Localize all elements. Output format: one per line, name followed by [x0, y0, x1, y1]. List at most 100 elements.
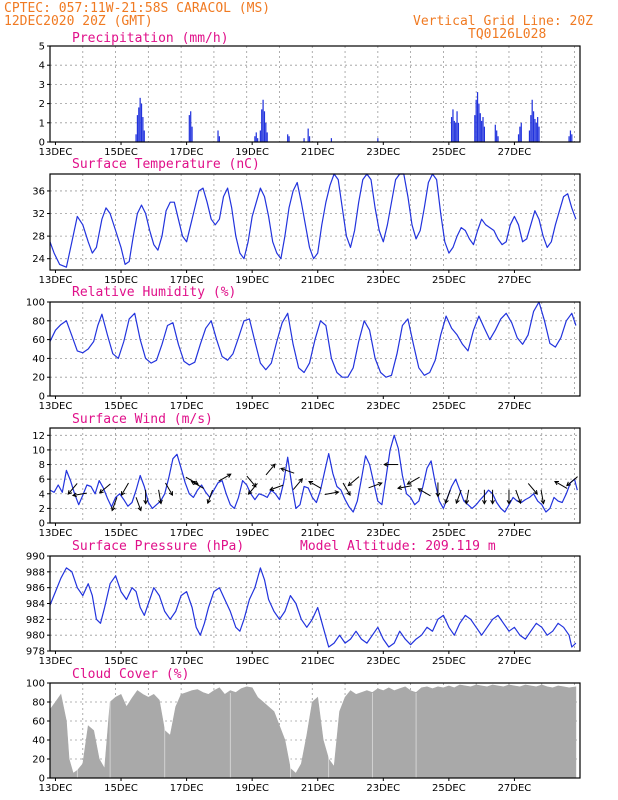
- wind-arrow-shaft: [418, 488, 431, 497]
- x-tick-label: 27DEC: [498, 275, 532, 286]
- wind-arrow: [347, 476, 360, 487]
- precip-bar: [494, 124, 496, 142]
- wind-arrow: [383, 462, 399, 467]
- wind-arrow-shaft: [465, 489, 470, 504]
- wind-arrow-head: [71, 492, 77, 498]
- x-tick-label: 25DEC: [432, 401, 466, 412]
- precip-bar: [569, 130, 572, 142]
- wind-arrow: [292, 478, 303, 490]
- wind-arrow-head: [67, 490, 73, 495]
- wind-arrow: [406, 476, 420, 485]
- y-tick-label: 36: [32, 186, 45, 197]
- wind-arrow-shaft: [368, 482, 382, 489]
- precip-bar: [453, 120, 455, 142]
- y-tick-label: 60: [32, 335, 45, 346]
- wind-arrow: [206, 489, 214, 505]
- x-tick-label: 27DEC: [498, 528, 532, 539]
- precip-bars: [135, 92, 573, 142]
- wind-arrow-shaft: [455, 489, 462, 504]
- precip-bar: [531, 99, 533, 142]
- y-tick-label: 5: [39, 42, 45, 53]
- x-tick-label: 25DEC: [432, 275, 466, 286]
- wind-arrow-shaft: [218, 473, 232, 482]
- wind-arrow: [280, 467, 295, 474]
- wind-arrow-head: [464, 499, 470, 505]
- wind-arrow-shaft: [111, 497, 118, 511]
- series-line: [49, 173, 577, 268]
- vertical-grid-note: Vertical Grid Line: 20Z: [413, 14, 593, 29]
- wind-arrow-shaft: [554, 481, 568, 489]
- wind-arrow: [490, 489, 495, 505]
- y-tick-label: 978: [26, 647, 45, 658]
- wind-arrow: [368, 481, 383, 489]
- precip-bar: [262, 99, 264, 142]
- precip-bar: [140, 103, 143, 142]
- wind-arrow-head: [482, 500, 487, 505]
- precip-bar: [308, 136, 311, 142]
- precip-bar: [456, 111, 458, 142]
- wind-arrow-shaft: [342, 482, 351, 496]
- humidity-plot: 0 20 40 60 80 100 13DEC 15DEC 17DEC 19DEC 21DEC 23D…: [26, 298, 581, 412]
- precip-bar: [482, 117, 484, 142]
- wind-arrow-shaft: [67, 483, 78, 495]
- y-tick-label: 8: [39, 460, 45, 471]
- precip-bar: [496, 130, 498, 142]
- wind-arrow-shaft: [165, 482, 173, 496]
- wind-arrow-shaft: [99, 483, 111, 494]
- wind-arrow-head: [383, 462, 388, 467]
- precip-bar: [138, 107, 140, 142]
- wind-arrow-head: [206, 499, 212, 505]
- x-tick-label: 17DEC: [170, 656, 204, 667]
- cloud-panel: Cloud Cover (%) 0 20 40 60 80 100 13DEC 15DEC 17…: [26, 667, 581, 794]
- x-tick-label: 23DEC: [366, 401, 400, 412]
- x-tick-label: 19DEC: [235, 656, 269, 667]
- wind-plot: 0 2 4 6 8 10 12 13DEC 15DEC 17DEC 19DEC 21DEC 23DEC 2…: [32, 427, 581, 539]
- wind-arrow-shaft: [292, 478, 303, 490]
- wind-arrow-head: [143, 500, 148, 505]
- station-header: CPTEC: 057:11W-21:58S CARACOL (MS): [4, 1, 270, 16]
- y-tick-label: 0: [39, 392, 45, 403]
- grid: [50, 555, 580, 652]
- wind-arrow: [265, 463, 276, 476]
- wind-arrow: [482, 489, 487, 505]
- x-tick-label: 25DEC: [432, 783, 466, 794]
- wind-arrow-shaft: [324, 491, 339, 495]
- plot-frame: [49, 427, 581, 524]
- x-tick-label: 17DEC: [170, 783, 204, 794]
- pressure-panel: Surface Pressure (hPa) Model Altitude: 2…: [26, 539, 581, 667]
- x-tick-label: 27DEC: [498, 401, 532, 412]
- x-tick-label: 23DEC: [366, 147, 400, 158]
- y-tick-label: 982: [26, 615, 45, 626]
- wind-arrows: [67, 462, 578, 512]
- precip-bar: [457, 122, 460, 142]
- wind-arrow-shaft: [407, 476, 420, 485]
- wind-arrow-head: [517, 499, 522, 505]
- y-tick-label: 984: [26, 599, 45, 610]
- temperature-panel: Surface Temperature (nC) 24 28 32 36 13DEC 15…: [32, 157, 581, 286]
- precip-bar: [265, 122, 267, 142]
- wind-arrow: [246, 475, 257, 488]
- precip-bar: [532, 111, 535, 142]
- precip-bar: [476, 92, 479, 142]
- precip-bar: [519, 126, 521, 142]
- y-tick-label: 2: [39, 504, 45, 515]
- wind-arrow: [218, 473, 232, 482]
- precip-bar: [188, 115, 190, 142]
- wind-arrow: [135, 497, 142, 512]
- x-tick-label: 13DEC: [39, 275, 73, 286]
- grid: [50, 45, 580, 143]
- wind-arrow-head: [247, 490, 253, 495]
- y-tick-label: 4: [39, 489, 45, 500]
- x-tick-label: 13DEC: [39, 783, 73, 794]
- wind-arrow-shaft: [566, 476, 578, 486]
- precip-bar: [483, 126, 485, 142]
- wind-arrow: [269, 484, 284, 491]
- wind-arrow-shaft: [265, 463, 276, 476]
- x-tick-label: 21DEC: [301, 656, 335, 667]
- wind-arrow: [67, 483, 78, 495]
- wind-arrow-head: [280, 467, 286, 472]
- y-tick-label: 32: [32, 209, 45, 220]
- x-tick-label: 27DEC: [498, 147, 532, 158]
- wind-arrow-shaft: [308, 481, 322, 489]
- wind-arrow-head: [298, 478, 303, 483]
